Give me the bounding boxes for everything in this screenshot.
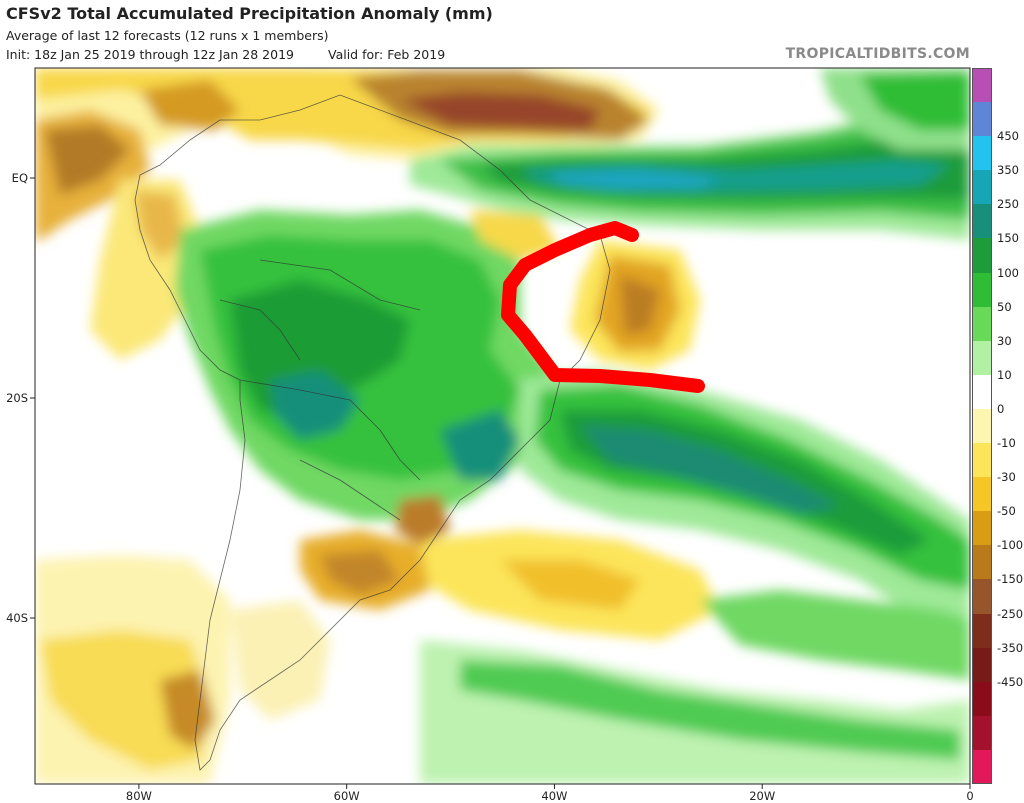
colorbar-swatch [972,408,992,444]
lon-label: 60W [334,789,360,803]
init-text: Init: 18z Jan 25 2019 through 12z Jan 28… [6,47,294,62]
colorbar-swatch [972,715,992,751]
colorbar-label: 10 [997,367,1012,382]
colorbar-label: 30 [997,333,1012,348]
red-annotation-arc [501,221,705,393]
colorbar-swatch [972,647,992,683]
colorbar-swatch [972,545,992,580]
lat-label: 20S [6,391,28,405]
init-valid-line: Init: 18z Jan 25 2019 through 12z Jan 28… [6,47,445,62]
colorbar-label: -350 [997,640,1024,655]
colorbar-swatch [972,477,992,512]
colorbar-label: 0 [997,401,1005,416]
colorbar-label: -450 [997,674,1024,689]
colorbar-swatch [972,272,992,308]
colorbar-swatch [972,102,992,137]
colorbar-swatch [972,204,992,239]
lat-label: 40S [6,611,28,625]
colorbar-label: 450 [997,129,1019,144]
colorbar-label: 350 [997,163,1019,178]
site-credit: TROPICALTIDBITS.COM [785,46,970,62]
anomaly-field [35,68,970,784]
colorbar-label: -10 [997,436,1016,451]
lon-label: 40W [541,789,567,803]
colorbar-swatch [972,136,992,171]
colorbar-label: -100 [997,538,1024,553]
colorbar-swatch [972,68,992,103]
map-axes: EQ 20S 40S 80W 60W 40W 20W 0 [6,171,974,803]
colorbar-label: 50 [997,299,1012,314]
colorbar-swatch [972,340,992,376]
colorbar-label: -250 [997,606,1024,621]
colorbar-swatch [972,238,992,274]
colorbar-swatch [972,443,992,478]
map-frame [34,67,971,785]
colorbar-swatch [972,749,992,785]
colorbar-label: -150 [997,572,1024,587]
lon-label: 80W [126,789,152,803]
lon-label: 0 [966,789,973,803]
colorbar-border [972,68,992,784]
colorbar-swatch [972,681,992,717]
lat-label: EQ [12,171,28,185]
colorbar-label: 100 [997,265,1019,280]
colorbar-swatch [972,613,992,649]
colorbar-swatch [972,374,992,410]
valid-text: Valid for: Feb 2019 [327,47,446,62]
colorbar-swatch [972,170,992,205]
colorbar [972,68,992,785]
colorbar-label: -50 [997,504,1016,519]
map-subtitle: Average of last 12 forecasts (12 runs x … [6,28,329,43]
colorbar-swatch [972,511,992,546]
colorbar-label: -30 [997,470,1016,485]
colorbar-swatch [972,306,992,342]
map-title: CFSv2 Total Accumulated Precipitation An… [6,4,493,23]
colorbar-swatch [972,579,992,615]
colorbar-label: 250 [997,197,1019,212]
lon-label: 20W [749,789,775,803]
colorbar-label: 150 [997,231,1019,246]
